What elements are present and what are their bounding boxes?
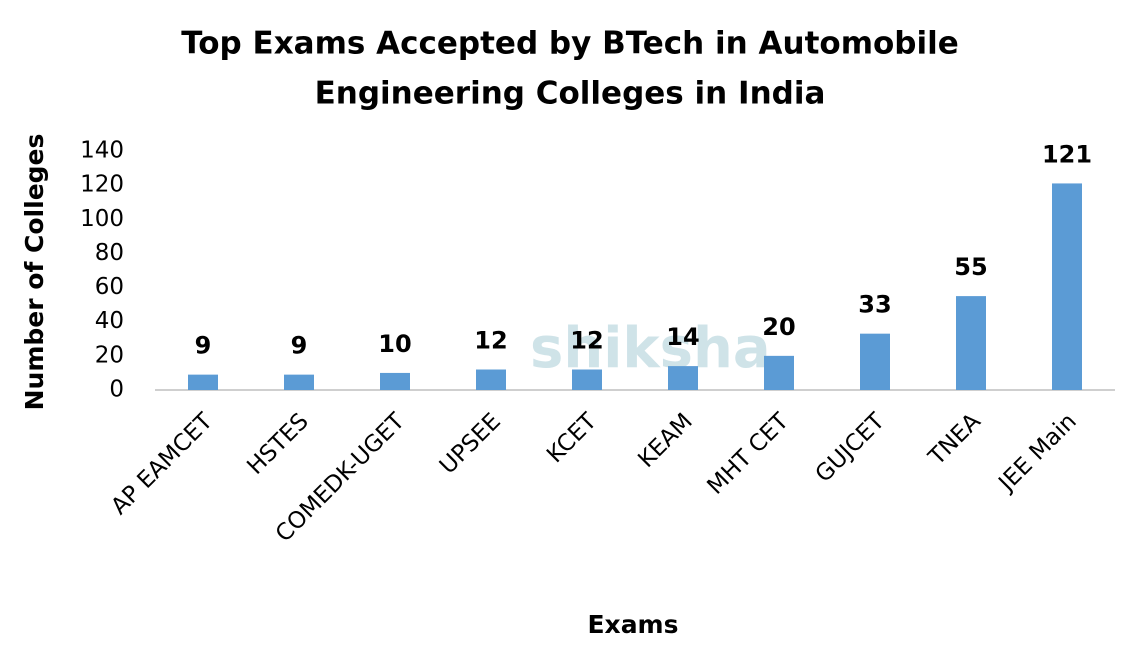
- y-tick-label: 60: [95, 274, 124, 300]
- value-label: 12: [570, 327, 603, 355]
- y-tick-label: 120: [80, 172, 124, 198]
- x-tick-label: KCET: [542, 408, 602, 468]
- bar: [956, 296, 986, 390]
- x-tick-label: GUJCET: [811, 408, 891, 488]
- y-tick-label: 0: [109, 377, 124, 403]
- bar: [668, 366, 698, 390]
- value-label: 33: [858, 291, 891, 319]
- bar: [188, 374, 218, 390]
- value-label: 9: [291, 332, 308, 360]
- bar: [476, 369, 506, 390]
- x-tick-label: JEE Main: [993, 408, 1082, 497]
- value-label: 14: [666, 323, 699, 351]
- x-tick-label: UPSEE: [435, 408, 506, 479]
- value-label: 121: [1042, 140, 1092, 168]
- bar: [860, 333, 890, 390]
- x-tick-label: HSTES: [242, 408, 313, 479]
- bar: [764, 355, 794, 390]
- x-tick-label: AP EAMCET: [106, 408, 218, 520]
- value-label: 55: [954, 253, 987, 281]
- bar: [1052, 183, 1082, 390]
- value-label: 20: [762, 313, 795, 341]
- x-tick-label: KEAM: [633, 408, 697, 472]
- y-tick-label: 20: [95, 342, 124, 368]
- bar: [380, 372, 410, 390]
- value-label: 10: [378, 330, 411, 358]
- y-tick-label: 140: [80, 138, 124, 164]
- value-label: 9: [195, 332, 212, 360]
- x-tick-label: MHT CET: [703, 408, 795, 500]
- y-axis-title: Number of Colleges: [20, 134, 49, 411]
- x-axis-title: Exams: [587, 610, 678, 639]
- watermark: shiksha: [530, 316, 771, 381]
- y-tick-label: 100: [80, 206, 124, 232]
- chart-title: Engineering Colleges in India: [315, 76, 826, 112]
- chart-title: Top Exams Accepted by BTech in Automobil…: [181, 26, 959, 62]
- y-tick-label: 80: [95, 240, 124, 266]
- y-tick-label: 40: [95, 308, 124, 334]
- bar: [572, 369, 602, 390]
- value-label: 12: [474, 327, 507, 355]
- bar: [284, 374, 314, 390]
- x-tick-label: TNEA: [923, 408, 986, 471]
